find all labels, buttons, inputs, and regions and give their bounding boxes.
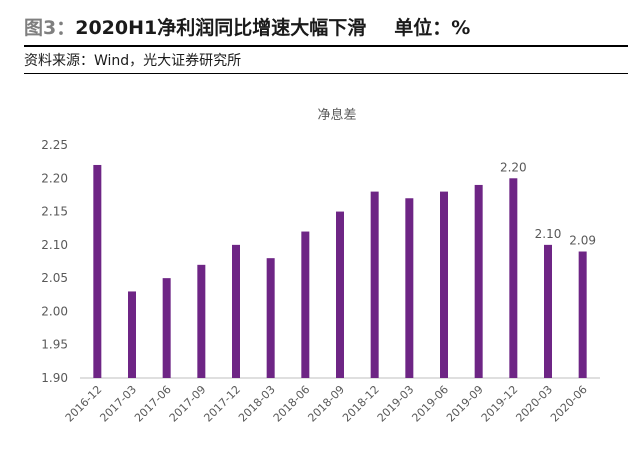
data-label: 2.09: [569, 234, 596, 248]
title-rule: [24, 45, 628, 47]
figure-header: 图3：2020H1净利润同比增速大幅下滑 单位：% 资料来源：Wind，光大证券研…: [24, 14, 628, 74]
x-tick-label: 2019-09: [444, 383, 486, 425]
bar: [578, 251, 587, 378]
y-tick-label: 2.20: [41, 171, 68, 185]
x-tick-label: 2018-03: [236, 383, 278, 425]
x-tick-label: 2019-06: [409, 383, 451, 425]
x-tick-label: 2016-12: [63, 383, 105, 425]
bar: [544, 244, 552, 378]
figure-title-row: 图3：2020H1净利润同比增速大幅下滑 单位：%: [24, 14, 628, 42]
bar: [509, 178, 518, 378]
x-tick-label: 2017-09: [167, 383, 209, 425]
data-label: 2.20: [500, 160, 527, 174]
bars: [93, 164, 587, 378]
data-label: 2.10: [535, 227, 562, 241]
bar: [474, 184, 483, 378]
figure-title: 2020H1净利润同比增速大幅下滑: [75, 17, 367, 39]
bar: [301, 231, 310, 378]
bar: [232, 244, 240, 378]
x-tick-label: 2019-03: [375, 383, 417, 425]
bar: [336, 211, 344, 378]
x-tick-label: 2017-06: [132, 383, 174, 425]
y-tick-label: 2.10: [41, 238, 68, 252]
x-tick-label: 2018-06: [271, 383, 313, 425]
source-rule: [24, 73, 628, 74]
bar: [197, 264, 206, 378]
y-tick-label: 1.95: [41, 338, 68, 352]
x-tick-label: 2020-06: [548, 383, 590, 425]
figure-source: 资料来源：Wind，光大证券研究所: [24, 53, 242, 69]
bar: [405, 198, 414, 378]
x-tick-label: 2020-03: [513, 383, 555, 425]
bar: [370, 191, 379, 378]
chart-title: 净息差: [317, 107, 356, 123]
y-tick-label: 2.00: [41, 304, 68, 318]
y-tick-label: 2.05: [41, 271, 68, 285]
x-tick-label: 2018-09: [305, 383, 347, 425]
figure-unit: 单位：%: [394, 17, 471, 39]
x-tick-label: 2017-12: [201, 383, 243, 425]
y-tick-label: 2.25: [41, 138, 68, 152]
x-tick-label: 2018-12: [340, 383, 382, 425]
x-tick-label: 2017-03: [97, 383, 139, 425]
y-axis: 1.90 1.95 2.00 2.05 2.10 2.15 2.20 2.25: [41, 138, 68, 385]
bar: [162, 278, 171, 378]
bar: [266, 258, 275, 378]
x-tick-labels: 2016-122017-032017-062017-092017-122018-…: [63, 383, 590, 425]
figure-label: 图3：: [24, 17, 76, 39]
bar: [440, 191, 448, 378]
bar: [93, 164, 102, 378]
y-tick-label: 1.90: [41, 371, 68, 385]
bar: [128, 291, 136, 378]
x-tick-label: 2019-12: [479, 383, 521, 425]
data-labels: 2.20 2.10 2.09: [500, 160, 596, 247]
y-tick-label: 2.15: [41, 205, 68, 219]
